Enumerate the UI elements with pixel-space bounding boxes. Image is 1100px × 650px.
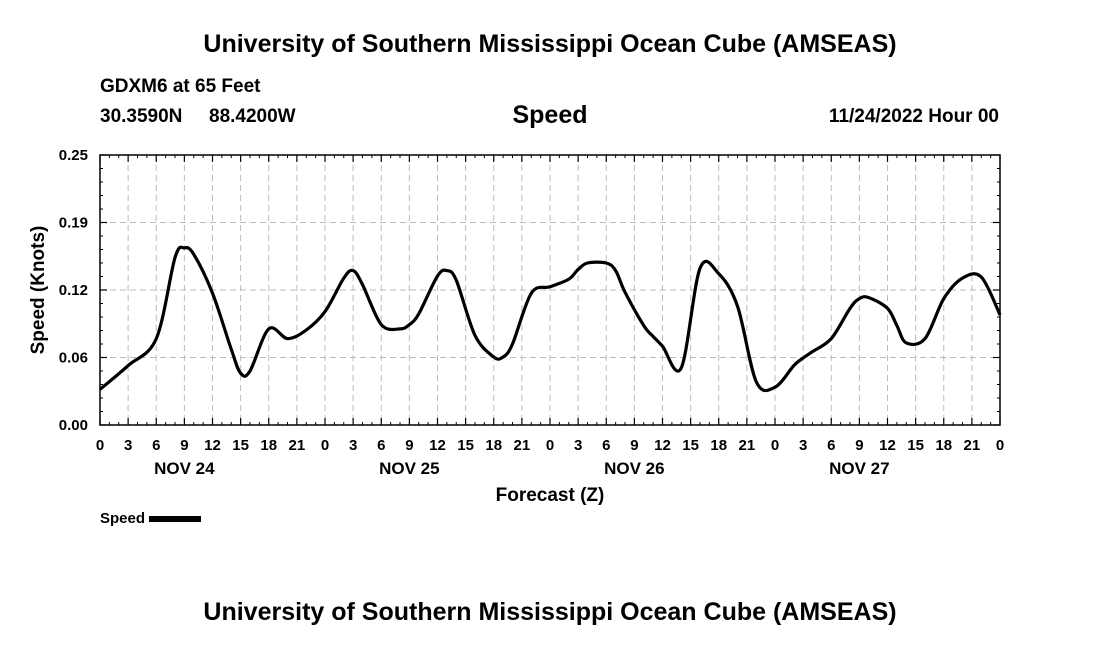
x-tick-label: 9 — [630, 437, 638, 454]
x-day-label: NOV 26 — [604, 459, 664, 478]
x-tick-label: 9 — [405, 437, 413, 454]
y-tick-label: 0.06 — [59, 350, 88, 367]
x-tick-label: 18 — [935, 437, 952, 454]
x-tick-label: 15 — [232, 437, 249, 454]
y-tick-label: 0.19 — [59, 215, 88, 232]
x-tick-label: 15 — [682, 437, 699, 454]
forecast-timestamp: 11/24/2022 Hour 00 — [828, 106, 999, 127]
x-day-label: NOV 27 — [829, 459, 889, 478]
plot-frame — [99, 154, 1001, 426]
x-tick-label: 3 — [349, 437, 357, 454]
y-axis-label: Speed (Knots) — [28, 226, 49, 355]
legend: Speed — [100, 510, 202, 527]
x-tick-label: 0 — [96, 437, 104, 454]
latitude-label: 30.3590N — [100, 106, 183, 127]
x-tick-label: 21 — [964, 437, 981, 454]
x-tick-label: 6 — [602, 437, 610, 454]
y-tick-label: 0.00 — [59, 417, 88, 434]
chart-title: Speed — [512, 101, 588, 129]
x-tick-label: 0 — [771, 437, 779, 454]
x-day-label: NOV 24 — [154, 459, 215, 478]
x-tick-label: 3 — [574, 437, 582, 454]
x-tick-label: 6 — [377, 437, 385, 454]
x-tick-label: 18 — [260, 437, 277, 454]
chart-top-title: University of Southern Mississippi Ocean… — [203, 30, 897, 58]
x-tick-label: 0 — [996, 437, 1004, 454]
x-tick-label: 6 — [152, 437, 160, 454]
x-tick-label: 12 — [654, 437, 671, 454]
x-tick-label: 3 — [124, 437, 132, 454]
x-tick-label: 15 — [457, 437, 474, 454]
station-label: GDXM6 at 65 Feet — [100, 76, 261, 97]
x-axis-label: Forecast (Z) — [496, 485, 605, 506]
speed-series-line — [98, 245, 1002, 393]
x-tick-label: 9 — [855, 437, 863, 454]
x-tick-label: 6 — [827, 437, 835, 454]
x-tick-label: 0 — [321, 437, 329, 454]
x-tick-label: 12 — [429, 437, 446, 454]
x-tick-label: 0 — [546, 437, 554, 454]
x-tick-label: 9 — [180, 437, 188, 454]
longitude-label: 88.4200W — [209, 106, 296, 127]
chart-bottom-title: University of Southern Mississippi Ocean… — [203, 598, 897, 626]
x-tick-label: 3 — [799, 437, 807, 454]
x-tick-label: 18 — [485, 437, 502, 454]
legend-swatch — [149, 515, 202, 522]
x-tick-label: 21 — [289, 437, 306, 454]
x-tick-label: 12 — [879, 437, 896, 454]
x-tick-label: 18 — [710, 437, 727, 454]
y-tick-label: 0.12 — [59, 282, 88, 299]
x-tick-label: 21 — [514, 437, 531, 454]
x-day-label: NOV 25 — [379, 459, 439, 478]
legend-label: Speed — [100, 510, 146, 527]
x-tick-label: 15 — [907, 437, 924, 454]
x-tick-label: 21 — [739, 437, 756, 454]
x-tick-label: 12 — [204, 437, 221, 454]
y-tick-label: 0.25 — [59, 147, 88, 164]
